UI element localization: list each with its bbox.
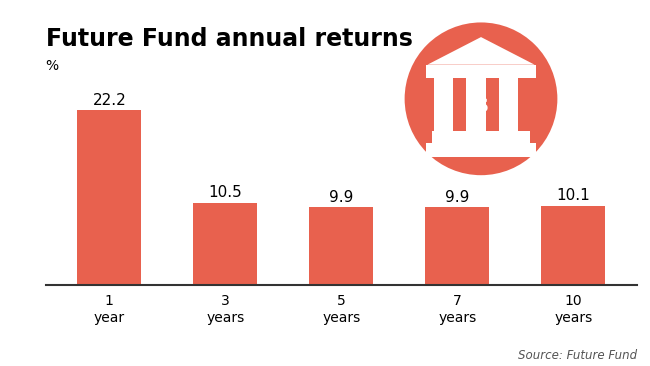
Bar: [425, 208, 489, 285]
Text: Source: Future Fund: Source: Future Fund: [518, 349, 637, 362]
Bar: [309, 208, 373, 285]
Bar: [541, 206, 605, 285]
Circle shape: [404, 22, 558, 175]
Text: $: $: [474, 95, 489, 117]
Bar: [194, 203, 257, 285]
Text: 22.2: 22.2: [92, 93, 126, 108]
Text: Future Fund annual returns: Future Fund annual returns: [46, 27, 412, 51]
Text: 9.9: 9.9: [445, 190, 469, 205]
FancyBboxPatch shape: [434, 78, 454, 131]
FancyBboxPatch shape: [426, 65, 536, 78]
Bar: [77, 111, 141, 285]
Text: 9.9: 9.9: [329, 190, 354, 205]
FancyBboxPatch shape: [426, 143, 536, 157]
FancyBboxPatch shape: [499, 78, 519, 131]
FancyBboxPatch shape: [432, 131, 530, 143]
Text: 10.1: 10.1: [556, 188, 590, 203]
Text: 10.5: 10.5: [209, 185, 242, 200]
FancyBboxPatch shape: [467, 78, 486, 131]
Polygon shape: [428, 37, 534, 65]
Text: %: %: [46, 59, 58, 73]
